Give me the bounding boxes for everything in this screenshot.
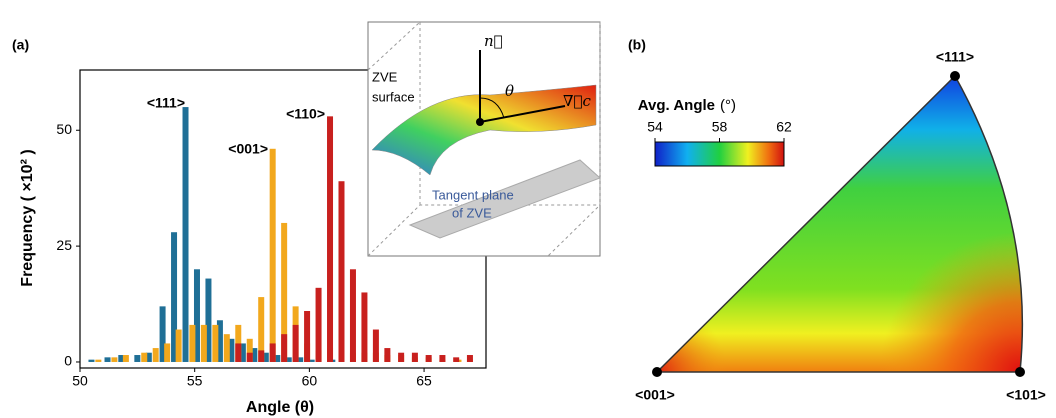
bar — [95, 360, 101, 362]
colorbar — [655, 142, 784, 166]
colorbar-title: Avg. Angle — [638, 97, 715, 114]
bar — [201, 325, 207, 362]
inset-label: Tangent plane — [432, 187, 514, 202]
panel-label: (b) — [628, 37, 646, 53]
y-axis-label: Frequency ( ×10² ) — [19, 149, 36, 286]
bar — [235, 343, 241, 362]
bar — [88, 360, 94, 362]
bar — [412, 353, 418, 362]
bar — [189, 325, 195, 362]
x-tick-label: 65 — [416, 373, 432, 389]
inset-label: of ZVE — [452, 205, 492, 220]
bar — [316, 288, 322, 362]
bar — [224, 334, 230, 362]
colorbar-ticks: 54 58 62 — [647, 119, 792, 142]
bar — [183, 107, 189, 362]
bar — [134, 355, 140, 362]
y-tick-label: 50 — [56, 121, 72, 137]
bar — [212, 325, 218, 362]
x-tick-label: 50 — [72, 373, 88, 389]
peak-label: <111> — [147, 95, 185, 111]
bar — [123, 355, 129, 362]
x-tick-label: 55 — [187, 373, 203, 389]
bar — [373, 330, 379, 362]
inset-label: n⃗ — [484, 32, 503, 50]
bar — [350, 269, 356, 362]
corner-point — [652, 367, 662, 377]
bar — [270, 149, 276, 362]
bar — [439, 355, 445, 362]
x-axis-label: Angle (θ) — [246, 399, 314, 416]
y-tick-label: 0 — [64, 353, 72, 369]
bar — [398, 353, 404, 362]
inset-label: θ — [505, 82, 514, 100]
panel-label: (a) — [12, 37, 29, 53]
corner-label: <001> — [635, 387, 675, 403]
bar — [426, 355, 432, 362]
inset-label: ∇⃗c — [563, 92, 591, 110]
bar — [111, 357, 117, 362]
inset-label: surface — [372, 89, 415, 104]
bar — [105, 357, 111, 362]
bar — [467, 355, 473, 362]
peak-label: <110> — [286, 106, 325, 122]
corner-label: <111> — [936, 49, 974, 65]
bar — [153, 348, 159, 362]
figure: (a) (b) <111> <001> <110> Angle (θ) Freq… — [0, 0, 1056, 418]
bar — [281, 334, 287, 362]
point — [476, 118, 484, 126]
bar — [361, 292, 367, 362]
inset-label: ZVE — [372, 69, 398, 84]
x-tick-label: 60 — [302, 373, 318, 389]
bar — [384, 348, 390, 362]
inset: ZVE surface n⃗ θ ∇⃗c Tangent plane of ZV… — [368, 22, 600, 256]
peak-label: <001> — [228, 141, 268, 157]
colorbar-tick-label: 58 — [712, 119, 728, 135]
bar — [327, 116, 333, 362]
bar — [338, 181, 344, 362]
corner-point — [950, 71, 960, 81]
y-tick-label: 25 — [56, 237, 72, 253]
bar — [141, 353, 147, 362]
bar — [247, 353, 253, 362]
bar — [176, 330, 182, 362]
bar — [270, 343, 276, 362]
colorbar-tick-label: 54 — [647, 119, 663, 135]
colorbar-unit: (°) — [720, 97, 736, 114]
corner-label: <101> — [1006, 387, 1046, 403]
corner-point — [1015, 367, 1025, 377]
colorbar-tick-label: 62 — [776, 119, 792, 135]
bar — [293, 325, 299, 362]
bar — [453, 357, 459, 362]
bar — [258, 350, 264, 362]
bar — [304, 311, 310, 362]
bar — [164, 343, 170, 362]
